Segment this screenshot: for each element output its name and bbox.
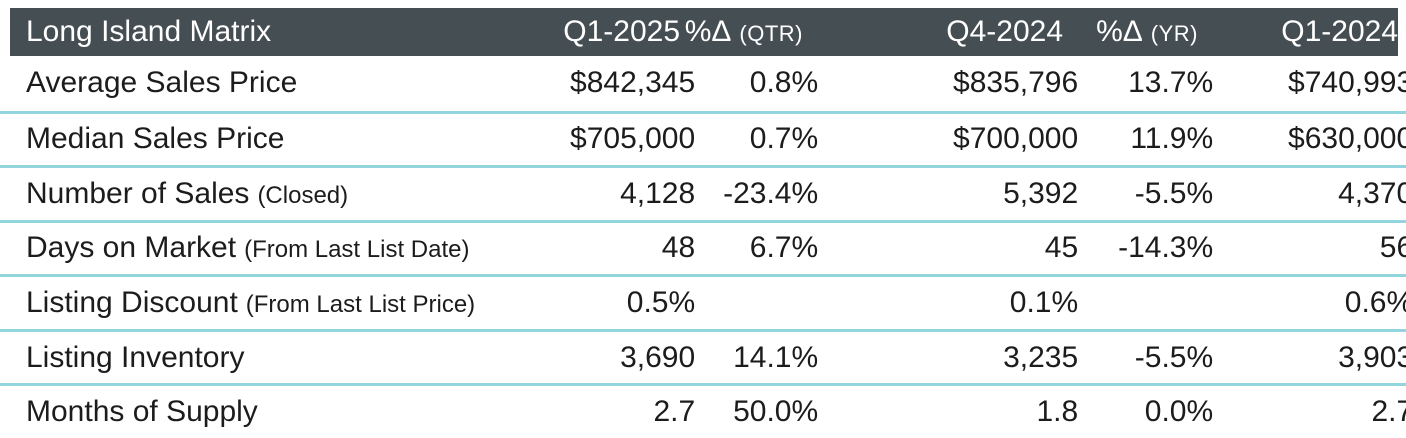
cell-q1-2024: $630,000: [1288, 122, 1406, 156]
cell-q4-2024: $835,796: [953, 66, 1079, 100]
cell-q1-2024: 4,370: [1338, 176, 1406, 210]
cell-pct-delta-qtr: 6.7%: [749, 231, 819, 265]
cell-q4-2024: 0.1%: [1009, 286, 1079, 320]
table-title: Long Island Matrix: [26, 15, 272, 48]
cell-q1-2025: 2.7: [653, 395, 696, 429]
cell-q1-2025: $842,345: [570, 66, 696, 100]
cell-q4-2024: $700,000: [953, 122, 1079, 156]
metric-label-cell: Months of Supply: [26, 395, 475, 429]
metric-name: Median Sales Price: [26, 122, 285, 156]
table-row-months-of-supply: Months of Supply 2.7 50.0% 1.8 0.0% 2.7: [0, 383, 1406, 438]
cell-pct-delta-qtr: 14.1%: [733, 340, 819, 374]
cell-q1-2024: $740,993: [1288, 66, 1406, 100]
cell-pct-delta-yr: -14.3%: [1118, 231, 1214, 265]
metric-label-cell: Days on Market (From Last List Date): [26, 231, 475, 265]
col-header-q1-2024: Q1-2024: [1198, 15, 1398, 49]
cell-pct-delta-yr: -5.5%: [1134, 176, 1214, 210]
cell-q4-2024: 5,392: [1003, 176, 1079, 210]
metric-label-cell: Average Sales Price: [26, 66, 475, 100]
metric-note: (Closed): [257, 181, 349, 209]
metric-name: Listing Inventory: [26, 340, 245, 374]
table-row-median-sales-price: Median Sales Price $705,000 0.7% $700,00…: [0, 110, 1406, 166]
col-header-pct-delta-qtr: %Δ (QTR): [680, 15, 803, 49]
table-row-number-of-sales: Number of Sales (Closed) 4,128 -23.4% 5,3…: [0, 165, 1406, 220]
cell-pct-delta-qtr: 0.7%: [749, 122, 819, 156]
col-header-main: Q4-2024: [946, 15, 1063, 48]
cell-q1-2025: 48: [661, 231, 696, 265]
metric-label-cell: Listing Discount (From Last List Price): [26, 286, 475, 320]
col-header-pct-delta-yr: %Δ (YR): [1063, 15, 1198, 49]
cell-q4-2024: 45: [1044, 231, 1079, 265]
metric-label-cell: Number of Sales (Closed): [26, 177, 475, 211]
cell-q1-2025: 4,128: [620, 176, 696, 210]
cell-q1-2024: 2.7: [1371, 395, 1406, 429]
col-header-q4-2024: Q4-2024: [803, 15, 1063, 49]
cell-pct-delta-qtr: 0.8%: [749, 66, 819, 100]
cell-q4-2024: 3,235: [1003, 340, 1079, 374]
metric-name: Listing Discount: [26, 286, 238, 320]
cell-pct-delta-yr: -5.5%: [1134, 340, 1214, 374]
cell-q1-2025: 3,690: [620, 340, 696, 374]
col-header-q1-2025: Q1-2025: [460, 15, 680, 49]
col-header-sub: (YR): [1150, 21, 1198, 46]
table-header: Long Island Matrix Q1-2025 %Δ (QTR) Q4-20…: [10, 8, 1398, 56]
cell-q1-2025: 0.5%: [626, 286, 696, 320]
col-header-main: %Δ: [684, 15, 732, 48]
table-row-average-sales-price: Average Sales Price $842,345 0.8% $835,7…: [0, 56, 1406, 111]
metric-name: Days on Market: [26, 231, 237, 265]
metric-label-cell: Listing Inventory: [26, 341, 475, 375]
col-header-sub: (QTR): [739, 21, 803, 46]
metric-name: Number of Sales: [26, 176, 250, 210]
cell-q1-2024: 3,903: [1338, 340, 1406, 374]
metric-note: (From Last List Date): [244, 236, 470, 264]
cell-pct-delta-yr: 13.7%: [1128, 66, 1214, 100]
cell-pct-delta-qtr: 50.0%: [733, 395, 819, 429]
table-body: Average Sales Price $842,345 0.8% $835,7…: [0, 56, 1406, 438]
metric-label-cell: Median Sales Price: [26, 122, 475, 156]
metric-note: (From Last List Price): [245, 291, 476, 319]
cell-pct-delta-qtr: -23.4%: [723, 176, 819, 210]
cell-pct-delta-yr: 11.9%: [1130, 122, 1214, 156]
cell-pct-delta-yr: 0.0%: [1144, 395, 1214, 429]
cell-q1-2024: 56: [1379, 231, 1406, 265]
col-header-main: Q1-2024: [1281, 15, 1398, 48]
cell-q1-2025: $705,000: [570, 122, 696, 156]
metric-name: Months of Supply: [26, 395, 258, 429]
metric-name: Average Sales Price: [26, 66, 298, 100]
col-header-main: Q1-2025: [563, 15, 680, 48]
cell-q4-2024: 1.8: [1036, 395, 1079, 429]
cell-q1-2024: 0.6%: [1344, 286, 1406, 320]
table-row-days-on-market: Days on Market (From Last List Date) 48 6…: [0, 219, 1406, 275]
col-header-main: %Δ: [1096, 15, 1143, 48]
table-row-listing-discount: Listing Discount (From Last List Price) 0…: [0, 274, 1406, 329]
table-row-listing-inventory: Listing Inventory 3,690 14.1% 3,235 -5.5…: [0, 328, 1406, 384]
